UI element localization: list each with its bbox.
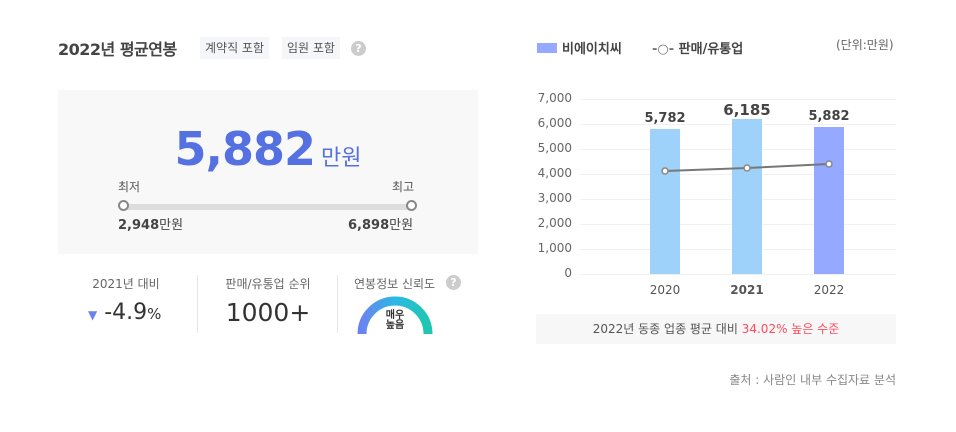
salary-value: 5,882 [174, 122, 317, 176]
tag-contract: 계약직 포함 [200, 37, 270, 59]
y-tick-label: 3,000 [537, 191, 572, 205]
min-marker [118, 200, 129, 211]
note-highlight: 34.02% 높은 수준 [741, 322, 840, 336]
note-text: 2022년 동종 업종 평균 대비 [592, 322, 742, 336]
y-tick-label: 0 [564, 266, 572, 280]
bar-2022[interactable] [814, 126, 844, 274]
y-tick-label: 2,000 [537, 216, 572, 230]
legend-line-swatch: -○- [652, 42, 675, 57]
down-arrow-icon: ▼ [88, 308, 98, 322]
page-title: 2022년 평균연봉 [58, 40, 177, 59]
x-tick-label: 2022 [813, 283, 845, 297]
unit-label: (단위:만원) [836, 38, 894, 52]
y-tick-label: 5,000 [537, 141, 572, 155]
y-tick-label: 1,000 [537, 241, 572, 255]
legend-industry: -○- 판매/유통업 [652, 38, 743, 57]
legend-company: 비에이치씨 [537, 38, 622, 57]
legend-label: 판매/유통업 [678, 42, 744, 57]
x-tick-label: 2020 [649, 283, 681, 297]
y-tick-label: 4,000 [537, 166, 572, 180]
yoy-label: 2021년 대비 [92, 277, 160, 291]
bar-label: 5,882 [808, 108, 850, 124]
max-marker [406, 200, 417, 211]
min-salary: 2,948만원 [118, 214, 183, 233]
average-salary: 5,882 만원 [58, 122, 478, 176]
rank-label: 판매/유통업 순위 [225, 277, 311, 291]
help-icon[interactable]: ? [351, 41, 366, 56]
bar-label: 6,185 [723, 101, 771, 120]
bar-2021[interactable] [732, 119, 762, 274]
trust-label: 연봉정보 신뢰도 [354, 277, 436, 291]
max-salary: 6,898만원 [348, 214, 413, 233]
trust-gauge [357, 296, 433, 335]
bar-2020[interactable] [650, 129, 680, 274]
divider [197, 275, 198, 333]
yoy-change: ▼ -4.9% [88, 300, 161, 325]
salary-box: 5,882 만원 최저 최고 2,948만원 6,898만원 [58, 90, 478, 254]
y-tick-label: 6,000 [537, 116, 572, 130]
yoy-value: -4.9 [104, 300, 148, 325]
y-tick-label: 7,000 [537, 91, 572, 105]
max-unit: 만원 [389, 218, 414, 233]
gridline [580, 99, 896, 100]
salary-range-track [124, 204, 412, 210]
tag-executive: 임원 포함 [282, 37, 340, 59]
salary-unit: 만원 [321, 146, 362, 171]
yoy-percent: % [147, 305, 162, 323]
trust-value: 높음 [385, 320, 405, 331]
x-tick-label: 2021 [730, 283, 764, 297]
help-icon[interactable]: ? [446, 275, 461, 290]
trust-value: 매우 [385, 310, 405, 321]
source-text: 출처 : 사람인 내부 수집자료 분석 [729, 373, 896, 387]
gridline [580, 274, 896, 275]
divider [337, 275, 338, 333]
legend-label: 비에이치씨 [562, 42, 622, 57]
comparison-note: 2022년 동종 업종 평균 대비 34.02% 높은 수준 [536, 314, 896, 344]
min-unit: 만원 [159, 218, 184, 233]
legend-bar-swatch [537, 43, 557, 53]
bar-label: 5,782 [644, 111, 686, 127]
rank-value: 1000+ [225, 298, 311, 327]
min-value: 2,948 [118, 218, 160, 233]
min-label: 최저 [118, 180, 141, 194]
max-label: 최고 [392, 180, 415, 194]
max-value: 6,898 [348, 218, 390, 233]
